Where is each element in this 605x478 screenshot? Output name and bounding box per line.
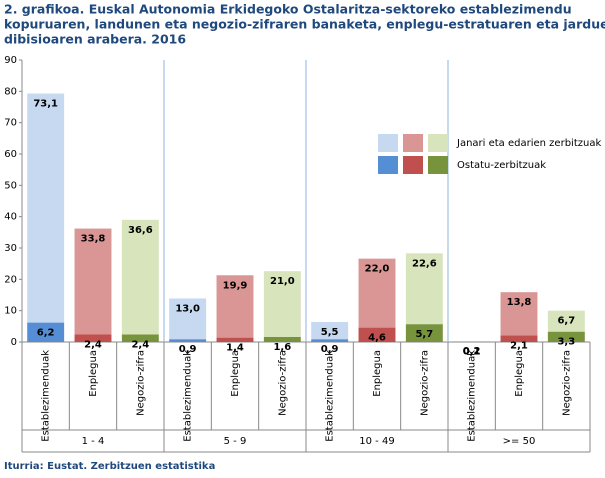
y-tick-label: 50 — [4, 180, 17, 191]
bar-segment — [27, 322, 65, 342]
bar-segment — [500, 335, 538, 342]
value-label: 2,4 — [131, 339, 149, 350]
bar-segment — [358, 327, 396, 342]
y-tick-label: 60 — [4, 149, 17, 160]
x-tick-label: Negozio-zifra — [419, 350, 430, 416]
bar-segment — [405, 324, 443, 342]
legend-label: Ostatu-zerbitzuak — [457, 160, 546, 171]
bar-segment — [169, 298, 207, 340]
y-tick-label: 30 — [4, 243, 17, 254]
y-tick-label: 70 — [4, 118, 17, 129]
bar-segment — [27, 93, 65, 323]
value-label: 5,7 — [415, 329, 433, 340]
value-label: 13,0 — [175, 303, 200, 314]
x-tick-label: Enplegua — [514, 350, 525, 397]
value-label: 3,3 — [557, 337, 575, 348]
bar-segment — [263, 271, 301, 337]
x-tick-label: Establezimenduak — [325, 350, 336, 442]
x-tick-label: Enplegua — [372, 350, 383, 397]
value-label: 1,6 — [273, 342, 291, 353]
x-tick-label: Establezimenduak — [41, 350, 52, 442]
bar-segment — [121, 219, 159, 335]
legend-swatch — [403, 156, 423, 174]
bar-segment — [169, 339, 207, 342]
legend-swatch — [428, 134, 448, 152]
bar-segment — [500, 292, 538, 336]
value-label: 0,2 — [463, 346, 481, 357]
legend-swatch — [428, 156, 448, 174]
bar-segment — [121, 334, 159, 342]
x-tick-label: Enplegua — [88, 350, 99, 397]
bar-segment — [405, 253, 443, 325]
y-tick-label: 0 — [11, 337, 17, 348]
x-tick-label: Establezimenduak — [183, 350, 194, 442]
value-label: 6,2 — [37, 328, 55, 339]
value-label: 0,9 — [321, 344, 339, 355]
bar-segment — [74, 228, 112, 335]
group-label: 1 - 4 — [82, 436, 105, 447]
y-tick-label: 90 — [4, 55, 17, 66]
chart-title: 2. grafikoa. Euskal Autonomia Erkidegoko… — [4, 2, 572, 17]
legend-swatch — [378, 134, 398, 152]
bar-segment — [358, 258, 396, 328]
source: Iturria: Eustat. Zerbitzuen estatistika — [4, 461, 215, 472]
bar-segment — [311, 321, 349, 340]
value-label: 33,8 — [81, 234, 106, 245]
value-label: 21,0 — [270, 276, 295, 287]
value-label: 2,4 — [84, 339, 102, 350]
y-tick-label: 40 — [4, 212, 17, 223]
value-label: 4,6 — [368, 333, 386, 344]
x-tick-label: Establezimenduak — [467, 350, 478, 442]
value-label: 19,9 — [223, 280, 248, 291]
value-label: 1,4 — [226, 343, 244, 354]
y-tick-label: 20 — [4, 274, 17, 285]
chart-title: dibisioaren arabera. 2016 — [4, 32, 186, 47]
x-tick-label: Enplegua — [230, 350, 241, 397]
bar-segment — [547, 310, 585, 332]
bar-segment — [74, 334, 112, 342]
legend-label: Janari eta edarien zerbitzuak — [456, 138, 601, 149]
value-label: 22,0 — [365, 264, 390, 275]
value-label: 13,8 — [507, 297, 532, 308]
bar-segment — [216, 337, 254, 342]
value-label: 6,7 — [557, 316, 575, 327]
value-label: 73,1 — [33, 99, 58, 110]
y-tick-label: 80 — [4, 86, 17, 97]
group-label: 5 - 9 — [224, 436, 247, 447]
value-label: 0,9 — [179, 344, 197, 355]
chart-title: kopuruaren, landunen eta negozio-zifrare… — [4, 17, 605, 32]
value-label: 0,1 — [463, 347, 481, 358]
value-label: 36,6 — [128, 225, 153, 236]
bar-segment — [547, 331, 585, 342]
value-label: 5,5 — [321, 327, 339, 338]
y-tick-label: 10 — [4, 306, 17, 317]
bar-segment — [453, 341, 491, 342]
group-label: 10 - 49 — [359, 436, 394, 447]
group-label: >= 50 — [503, 436, 536, 447]
bar-segment — [311, 339, 349, 342]
bar-segment — [263, 336, 301, 342]
value-label: 2,1 — [510, 340, 528, 351]
x-tick-label: Negozio-zifra — [561, 350, 572, 416]
x-tick-label: Negozio-zifra — [277, 350, 288, 416]
bar-segment — [216, 275, 254, 338]
legend-swatch — [378, 156, 398, 174]
legend-swatch — [403, 134, 423, 152]
x-tick-label: Negozio-zifra — [135, 350, 146, 416]
value-label: 22,6 — [412, 258, 437, 269]
